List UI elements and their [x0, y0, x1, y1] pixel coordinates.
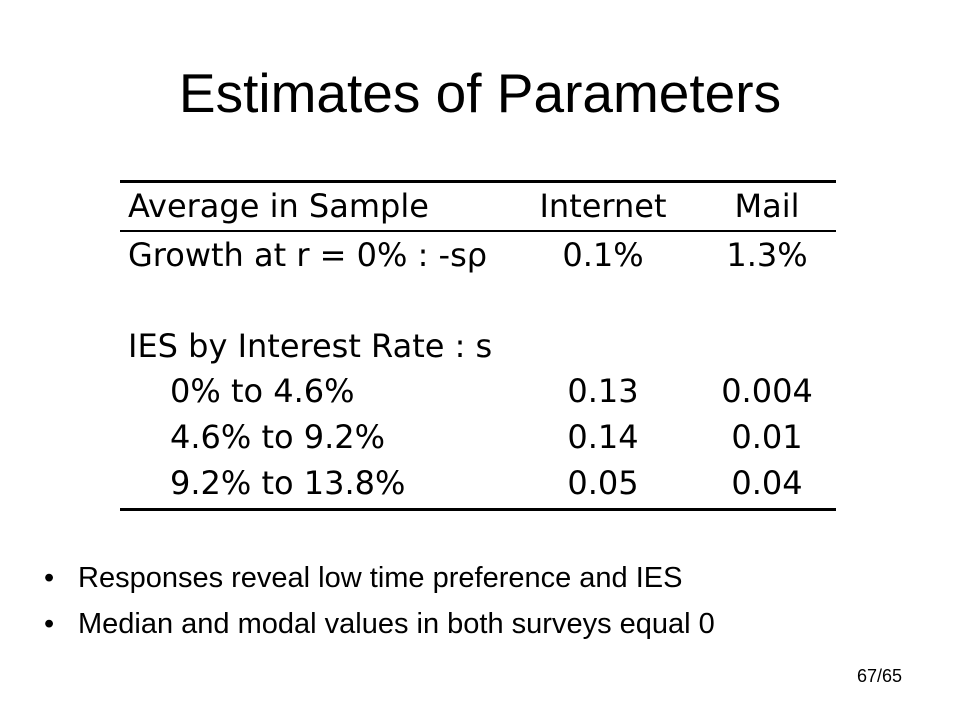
- bullet-text: Median and modal values in both surveys …: [78, 608, 715, 640]
- ies-row-mail: 0.01: [731, 418, 803, 456]
- ies-row-label: 0% to 4.6%: [170, 372, 355, 410]
- header-internet: Internet: [539, 187, 667, 225]
- ies-row-internet: 0.14: [567, 418, 639, 456]
- ies-row-internet: 0.05: [567, 464, 639, 502]
- bullet-dot-icon: •: [44, 608, 55, 640]
- parameters-table: Average in Sample Internet Mail Growth a…: [120, 180, 836, 511]
- table-top-rule: [120, 180, 836, 183]
- ies-row-label: 9.2% to 13.8%: [170, 464, 406, 502]
- table-bottom-rule: [120, 508, 836, 511]
- growth-internet: 0.1%: [562, 236, 644, 274]
- bullet-item: • Median and modal values in both survey…: [44, 601, 715, 647]
- ies-row-label: 4.6% to 9.2%: [170, 418, 386, 456]
- ies-row-mail: 0.04: [731, 464, 803, 502]
- bullet-text: Responses reveal low time preference and…: [78, 562, 683, 594]
- bullet-dot-icon: •: [44, 562, 55, 594]
- ies-row-internet: 0.13: [567, 372, 639, 410]
- slide-title: Estimates of Parameters: [178, 62, 782, 124]
- page-number: 67/65: [856, 666, 902, 686]
- growth-label: Growth at r = 0% : -sρ: [128, 236, 488, 274]
- table-header-rule: [120, 230, 836, 232]
- header-mail: Mail: [734, 187, 800, 225]
- ies-heading: IES by Interest Rate : s: [128, 327, 493, 365]
- ies-row-mail: 0.004: [721, 372, 813, 410]
- growth-mail: 1.3%: [726, 236, 808, 274]
- bullet-list: • Responses reveal low time preference a…: [44, 555, 715, 647]
- header-label: Average in Sample: [128, 187, 429, 225]
- bullet-item: • Responses reveal low time preference a…: [44, 555, 715, 601]
